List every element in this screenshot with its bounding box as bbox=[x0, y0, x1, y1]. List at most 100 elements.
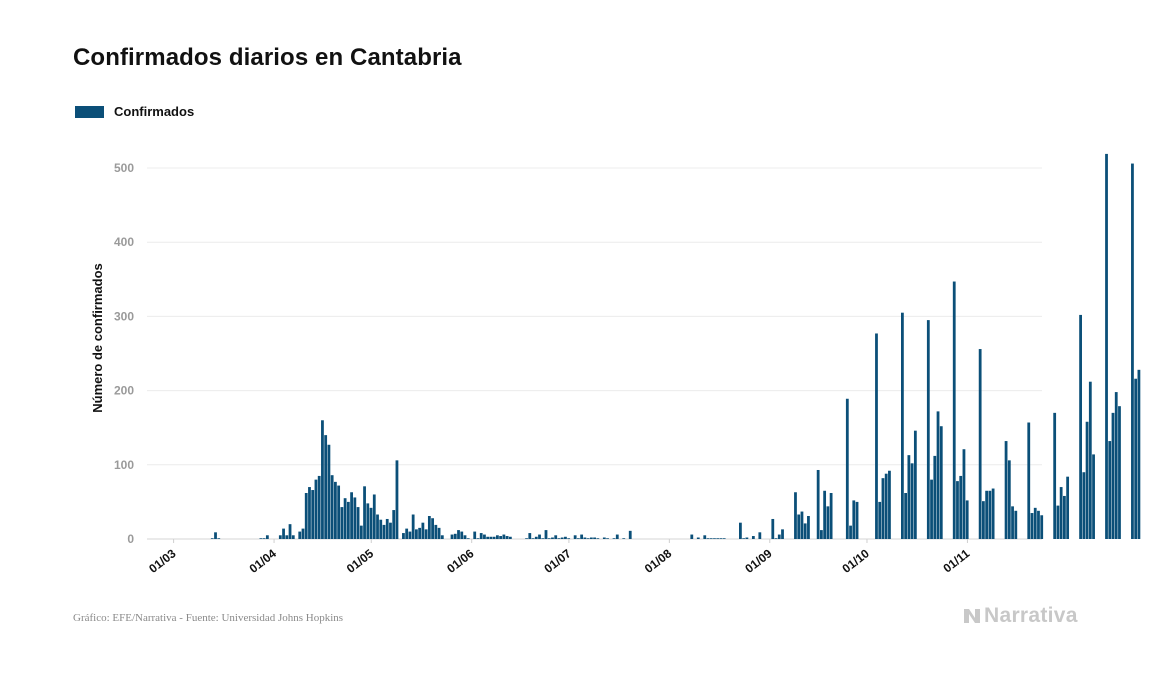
bar bbox=[453, 533, 457, 539]
bar bbox=[346, 501, 350, 539]
bar bbox=[615, 534, 619, 539]
x-tick-label: 01/10 bbox=[840, 546, 873, 576]
bar bbox=[321, 420, 324, 539]
bar bbox=[751, 536, 755, 539]
bar bbox=[1037, 510, 1040, 539]
bar bbox=[1092, 454, 1095, 539]
bar bbox=[1088, 381, 1092, 539]
bar bbox=[829, 493, 833, 539]
x-tick-label: 01/06 bbox=[444, 546, 477, 576]
bar bbox=[690, 534, 694, 539]
bar bbox=[560, 537, 564, 539]
bar bbox=[589, 537, 593, 539]
bar bbox=[936, 411, 940, 539]
bar bbox=[978, 349, 982, 539]
narrativa-logo-icon bbox=[964, 609, 980, 623]
bar bbox=[719, 538, 723, 539]
x-tick-label: 01/07 bbox=[541, 546, 574, 576]
bar bbox=[596, 538, 600, 539]
bar bbox=[888, 470, 891, 539]
bar bbox=[311, 490, 315, 539]
bar bbox=[1066, 476, 1070, 539]
bar bbox=[541, 538, 545, 539]
bar bbox=[460, 531, 464, 539]
bar bbox=[508, 536, 512, 539]
bar bbox=[881, 478, 885, 539]
bar bbox=[816, 469, 820, 539]
bar bbox=[622, 538, 626, 539]
bar bbox=[722, 538, 726, 539]
bar bbox=[288, 524, 292, 539]
bar bbox=[1033, 507, 1037, 539]
chart-title: Confirmados diarios en Cantabria bbox=[73, 44, 462, 71]
bar bbox=[803, 523, 807, 539]
bar bbox=[505, 536, 509, 539]
bar bbox=[907, 455, 911, 539]
bar bbox=[1082, 472, 1086, 539]
bar bbox=[910, 463, 914, 539]
bar bbox=[395, 460, 399, 539]
bar bbox=[457, 530, 460, 539]
y-tick-label: 500 bbox=[114, 161, 134, 175]
bar bbox=[317, 475, 321, 539]
y-axis-ticks: 0 100 200 300 400 500 bbox=[114, 161, 134, 546]
bar bbox=[628, 530, 632, 539]
bar bbox=[356, 507, 360, 539]
y-tick-label: 0 bbox=[127, 532, 134, 546]
bar bbox=[327, 444, 331, 539]
bar bbox=[745, 537, 749, 539]
bar bbox=[1040, 515, 1044, 539]
bar bbox=[777, 534, 781, 539]
bar bbox=[262, 538, 266, 539]
bar bbox=[742, 538, 746, 539]
narrativa-logo: Narrativa bbox=[963, 604, 1078, 628]
bar bbox=[415, 529, 418, 539]
bar bbox=[434, 524, 438, 539]
bar bbox=[797, 514, 801, 539]
y-axis-label: Número de confirmados bbox=[90, 263, 105, 413]
bar bbox=[930, 479, 933, 539]
bar bbox=[849, 525, 852, 539]
bar bbox=[985, 490, 989, 539]
bar bbox=[369, 507, 373, 539]
bar bbox=[952, 281, 956, 539]
x-tick-label: 01/11 bbox=[940, 546, 972, 575]
bar bbox=[878, 501, 882, 539]
bar bbox=[424, 529, 428, 539]
bar bbox=[1114, 392, 1118, 539]
bar bbox=[402, 533, 405, 539]
bar bbox=[496, 535, 499, 539]
bar bbox=[904, 493, 908, 539]
y-tick-label: 400 bbox=[114, 235, 134, 249]
bar bbox=[926, 320, 930, 539]
bar bbox=[538, 534, 541, 539]
bar bbox=[450, 534, 454, 539]
bar bbox=[392, 510, 396, 539]
bar bbox=[291, 535, 295, 539]
x-tick-label: 01/05 bbox=[344, 546, 377, 576]
x-tick-label: 01/03 bbox=[146, 546, 179, 576]
bar bbox=[557, 538, 561, 539]
bar bbox=[901, 312, 904, 539]
bar bbox=[573, 535, 577, 539]
bar bbox=[739, 522, 742, 539]
bar bbox=[337, 485, 341, 539]
bar bbox=[1085, 421, 1089, 539]
bar bbox=[411, 514, 415, 539]
bar bbox=[713, 538, 716, 539]
bar bbox=[781, 529, 784, 539]
bar bbox=[547, 538, 551, 539]
bar bbox=[823, 490, 827, 539]
bar bbox=[1007, 460, 1011, 539]
bar bbox=[282, 528, 285, 539]
bar bbox=[845, 398, 849, 539]
x-tick-label: 01/09 bbox=[742, 546, 775, 576]
bar bbox=[758, 532, 762, 539]
x-tick-label: 01/04 bbox=[247, 546, 280, 576]
bar bbox=[531, 538, 535, 539]
y-tick-label: 300 bbox=[114, 309, 134, 323]
y-tick-label: 200 bbox=[114, 384, 134, 398]
x-tick-label: 01/08 bbox=[642, 546, 675, 576]
bar bbox=[408, 531, 412, 539]
bar bbox=[330, 475, 334, 539]
